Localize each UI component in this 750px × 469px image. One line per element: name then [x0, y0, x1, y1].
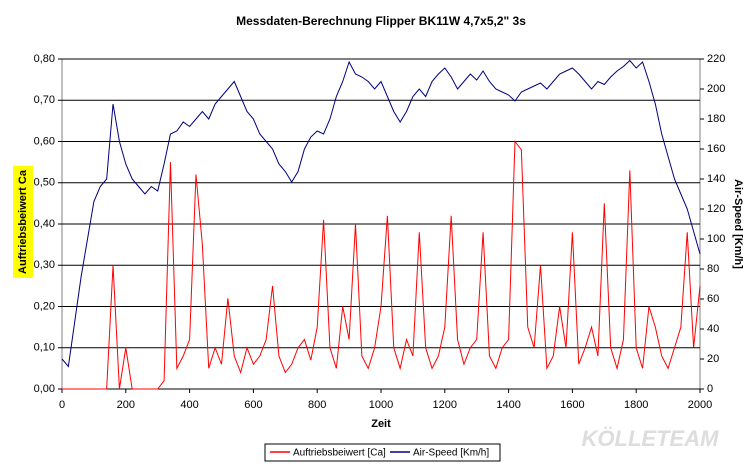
y2-tick-label: 180 [707, 113, 725, 125]
x-tick-label: 1200 [433, 399, 457, 411]
y-tick-label: 0,30 [34, 259, 55, 271]
y-tick-label: 0,70 [34, 94, 55, 106]
x-tick-label: 2000 [688, 399, 712, 411]
y2-tick-label: 140 [707, 173, 725, 185]
x-axis-label: Zeit [371, 418, 391, 430]
y-tick-label: 0,00 [34, 383, 55, 395]
y2-tick-label: 20 [707, 353, 719, 365]
y2-tick-label: 0 [707, 383, 713, 395]
x-tick-label: 0 [59, 399, 65, 411]
x-tick-label: 600 [244, 399, 262, 411]
legend-label: Air-Speed [Km/h] [413, 448, 489, 459]
series-line [62, 140, 701, 390]
x-tick-label: 800 [308, 399, 326, 411]
x-tick-label: 400 [180, 399, 198, 411]
legend-label: Auftriebsbeiwert [Ca] [293, 448, 386, 459]
x-tick-label: 1400 [496, 399, 520, 411]
y2-tick-label: 40 [707, 323, 719, 335]
chart-title: Messdaten-Berechnung Flipper BK11W 4,7x5… [236, 14, 526, 28]
y-label-highlight [13, 166, 33, 278]
series-line [61, 59, 701, 368]
y2-tick-label: 160 [707, 143, 725, 155]
y-tick-label: 0,20 [34, 300, 55, 312]
y2-axis-label: Air-Speed [Km/h] [732, 179, 744, 269]
y2-tick-label: 60 [707, 293, 719, 305]
x-tick-label: 200 [117, 399, 135, 411]
x-tick-label: 1600 [560, 399, 584, 411]
legend [264, 443, 501, 462]
y-tick-label: 0,50 [34, 177, 55, 189]
y2-tick-label: 100 [707, 233, 725, 245]
y2-tick-label: 220 [707, 53, 725, 65]
y-tick-label: 0,10 [34, 342, 55, 354]
y2-tick-label: 120 [707, 203, 725, 215]
y2-tick-label: 80 [707, 263, 719, 275]
y-tick-label: 0,40 [34, 218, 55, 230]
y-tick-label: 0,60 [34, 135, 55, 147]
x-tick-label: 1000 [369, 399, 393, 411]
y-axis-label: Auftriebsbeiwert Ca [17, 169, 29, 274]
watermark: KÖLLETEAM [582, 426, 720, 451]
y2-tick-label: 200 [707, 83, 725, 95]
y-tick-label: 0,80 [34, 53, 55, 65]
x-tick-label: 1800 [624, 399, 648, 411]
